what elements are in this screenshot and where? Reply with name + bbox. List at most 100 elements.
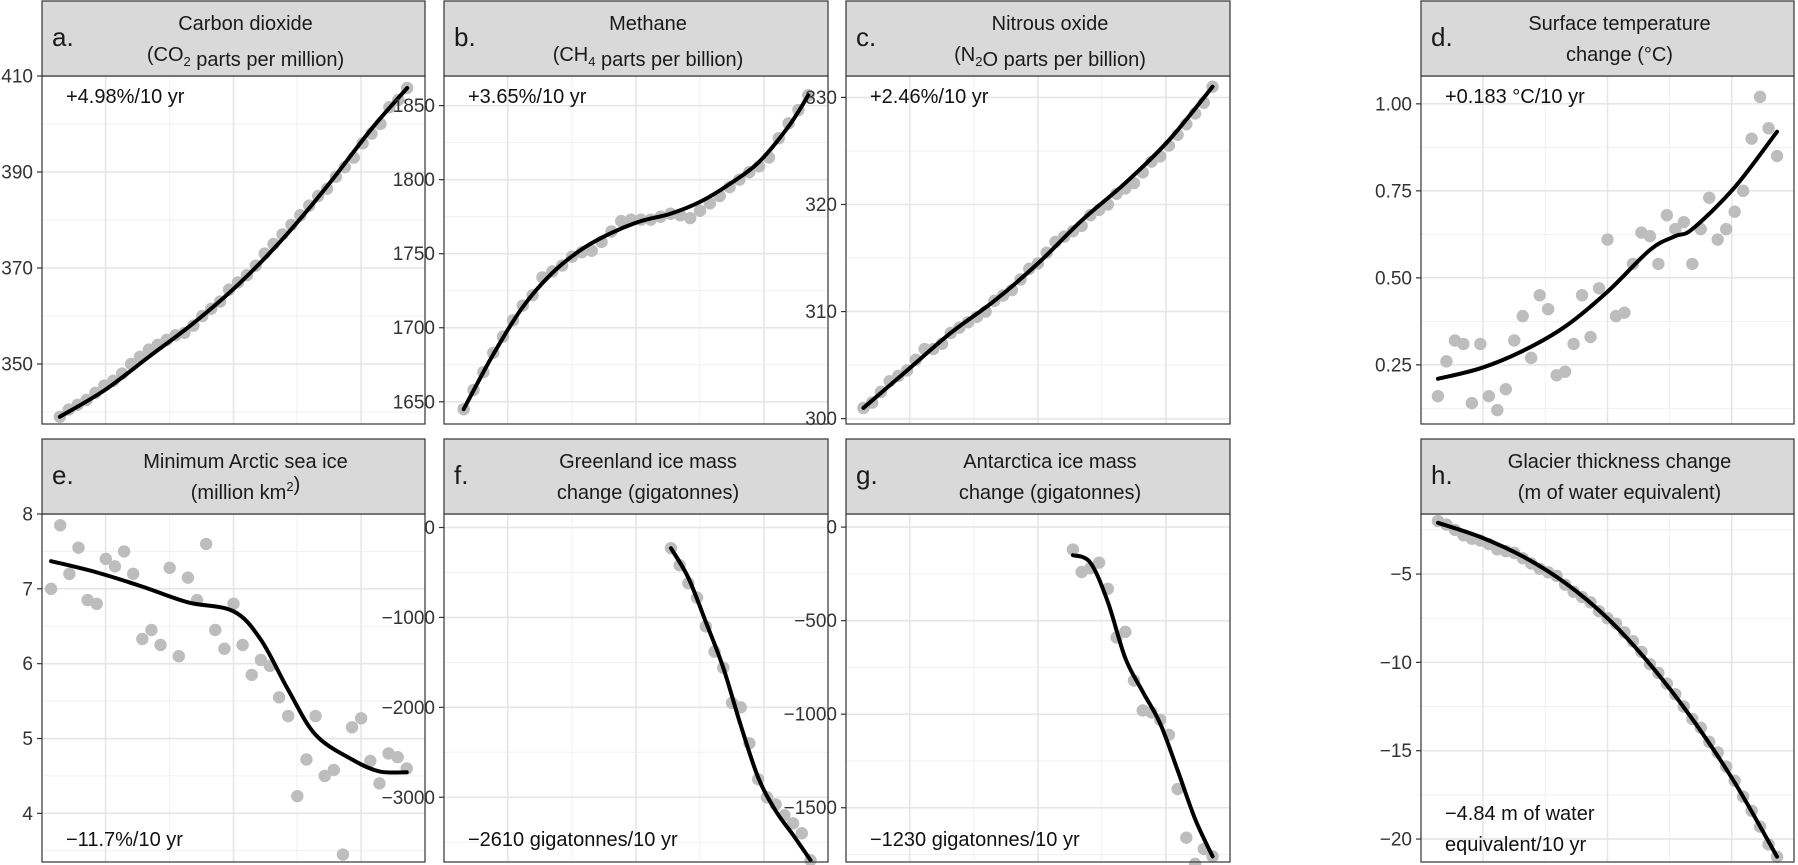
data-point — [1525, 351, 1538, 365]
data-point — [327, 763, 341, 777]
data-point — [227, 597, 240, 611]
data-point — [1092, 556, 1106, 569]
y-tick-label: −500 — [794, 611, 837, 632]
trend-curve — [668, 546, 813, 863]
data-point — [1762, 122, 1775, 135]
data-point — [163, 561, 176, 575]
y-tick-label: 0.50 — [1375, 268, 1412, 289]
data-point — [683, 211, 697, 225]
rate-annotation: −11.7%/10 yr — [66, 829, 183, 851]
y-tick-label: −20 — [1380, 830, 1412, 851]
data-point — [1465, 396, 1479, 410]
data-point — [1703, 191, 1716, 204]
strip-background — [443, 438, 829, 515]
strip-title-line1: Surface temperature — [1528, 13, 1710, 35]
data-point — [291, 789, 304, 803]
data-point — [117, 545, 131, 558]
strip-title-line2: change (gigatonnes) — [557, 482, 739, 504]
data-point — [44, 582, 58, 596]
data-point — [1541, 302, 1555, 316]
data-point — [1669, 222, 1682, 236]
strip-title-line2: (m of water equivalent) — [1518, 482, 1721, 504]
y-tick-label: 1700 — [393, 318, 435, 339]
data-point — [1609, 617, 1623, 630]
title-segment: O parts per billion) — [982, 49, 1145, 71]
y-tick-label: −15 — [1380, 741, 1412, 762]
data-point — [1618, 306, 1631, 319]
data-points — [44, 519, 413, 861]
y-tick-label: −3000 — [382, 788, 435, 809]
y-tick-label: 0.75 — [1375, 181, 1412, 202]
y-tick-label: 0 — [424, 518, 435, 539]
data-point — [354, 712, 368, 725]
data-point — [1592, 282, 1606, 295]
data-point — [108, 560, 122, 573]
y-tick-label: 330 — [805, 88, 837, 109]
data-point — [1180, 831, 1193, 844]
data-point — [364, 754, 377, 768]
strip-background — [1420, 0, 1795, 77]
y-tick-label: 0 — [826, 518, 837, 539]
y-tick-label: 1850 — [393, 96, 435, 117]
title-segment: parts per million) — [191, 49, 344, 71]
data-point — [1457, 337, 1470, 351]
data-point — [615, 214, 628, 228]
data-point — [1677, 215, 1690, 229]
panel-letter: g. — [856, 460, 878, 490]
data-point — [795, 827, 809, 840]
y-tick-label: −2000 — [382, 698, 435, 719]
data-point — [1601, 233, 1614, 246]
data-point — [1584, 330, 1597, 344]
y-tick-label: 300 — [805, 409, 837, 430]
y-tick-label: −10 — [1380, 653, 1412, 674]
rate-annotation: −2610 gigatonnes/10 yr — [468, 829, 678, 851]
strip-title-line2: (CO2 parts per million) — [147, 44, 344, 71]
data-point — [1626, 634, 1640, 648]
strip-background — [845, 0, 1231, 77]
strip-title-line2: (N2O parts per billion) — [954, 44, 1146, 71]
strip-background — [1420, 438, 1795, 515]
data-point — [786, 817, 800, 830]
y-tick-label: 4 — [22, 804, 33, 825]
y-tick-label: −1500 — [784, 798, 837, 819]
panel-letter: d. — [1431, 22, 1453, 52]
strip-title-line1: Carbon dioxide — [178, 13, 313, 35]
title-segment: 2 — [286, 479, 293, 494]
panel-letter: f. — [454, 460, 468, 490]
data-point — [1745, 132, 1758, 145]
data-points — [1431, 90, 1784, 417]
strip-title-line2: change (°C) — [1566, 44, 1673, 66]
y-tick-label: 1750 — [393, 244, 435, 265]
title-segment: 4 — [588, 54, 595, 69]
strip-title-line2: change (gigatonnes) — [959, 482, 1141, 504]
title-segment: (million km — [191, 482, 287, 504]
trend-curve — [861, 84, 1215, 410]
y-tick-label: 410 — [1, 67, 33, 88]
trend-curve — [461, 93, 811, 412]
data-point — [245, 668, 258, 682]
data-point — [345, 721, 359, 734]
panel-letter: h. — [1431, 460, 1453, 490]
data-point — [236, 638, 249, 652]
data-point — [1660, 209, 1674, 222]
title-segment: 2 — [184, 54, 191, 69]
trend-curve — [1435, 129, 1780, 381]
data-point — [1491, 403, 1504, 417]
y-tick-label: 1800 — [393, 170, 435, 191]
y-tick-label: −1000 — [784, 705, 837, 726]
data-point — [181, 571, 195, 584]
data-point — [1188, 857, 1202, 865]
y-tick-label: 7 — [22, 579, 33, 600]
y-tick-label: 1.00 — [1375, 94, 1412, 115]
data-point — [90, 597, 103, 611]
y-tick-label: 5 — [22, 729, 33, 750]
data-point — [154, 638, 167, 652]
strip-title-line1: Nitrous oxide — [992, 13, 1109, 35]
strip-title-line2: (million km2) — [191, 474, 300, 504]
rate-annotation: +4.98%/10 yr — [66, 86, 185, 108]
data-point — [391, 751, 404, 764]
title-segment: parts per billion) — [595, 49, 743, 71]
title-segment: (CH — [553, 44, 589, 66]
data-point — [1736, 184, 1750, 198]
data-point — [1516, 309, 1529, 323]
